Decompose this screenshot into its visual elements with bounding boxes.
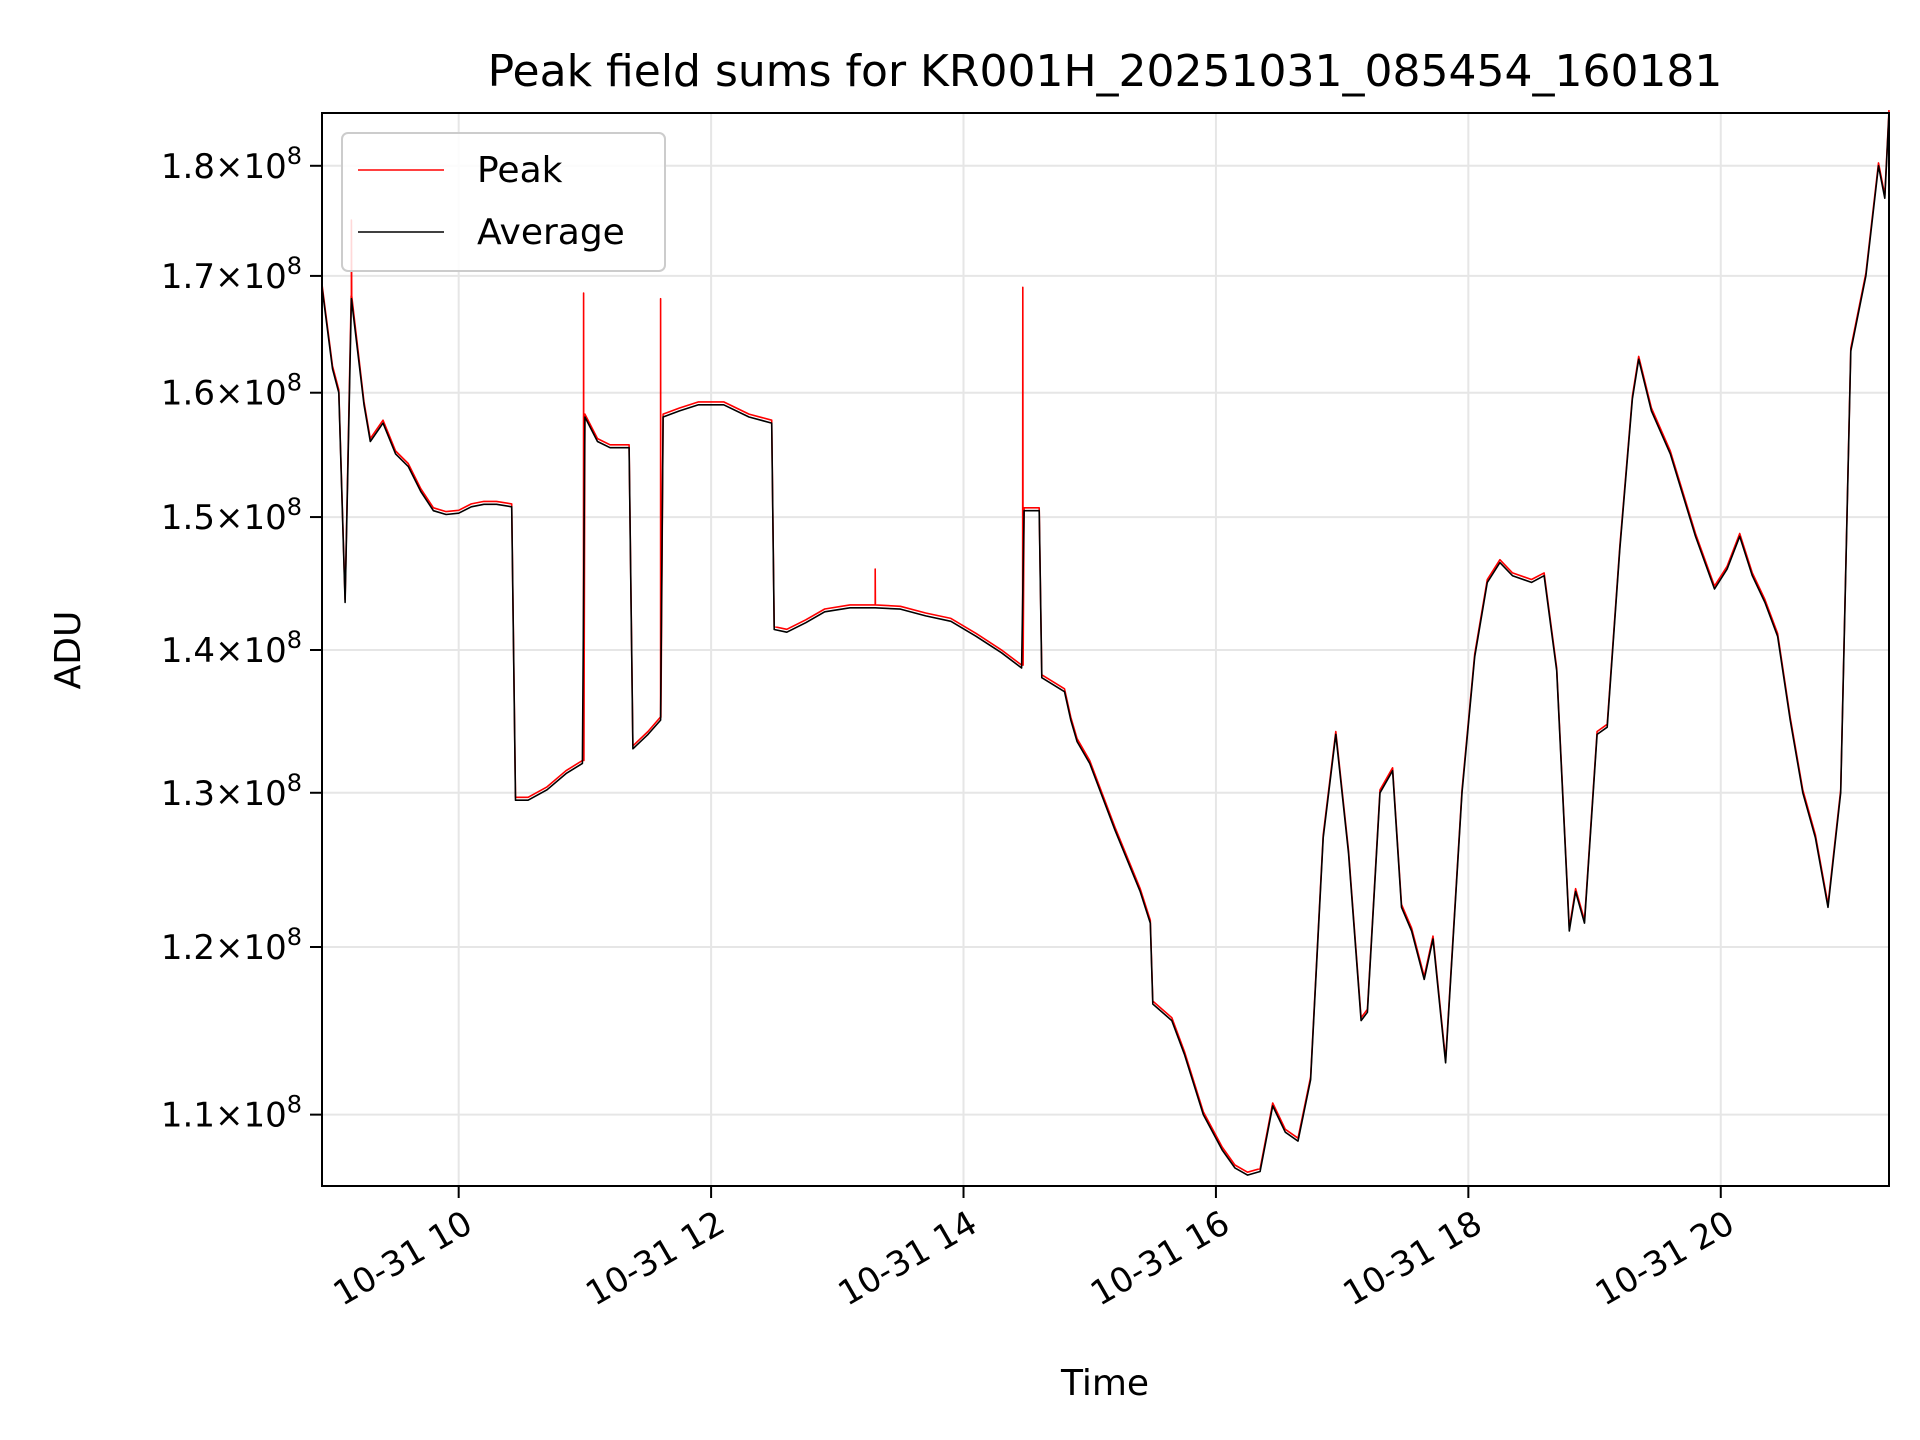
grid (322, 113, 1889, 1186)
y-tick-label: 1.1×108 (161, 1091, 302, 1136)
x-tick-label: 10-31 18 (1336, 1203, 1488, 1314)
chart-title: Peak field sums for KR001H_20251031_0854… (488, 46, 1723, 97)
x-tick-label: 10-31 14 (832, 1203, 984, 1314)
y-tick-label: 1.2×108 (161, 923, 302, 968)
x-tick-label: 10-31 10 (327, 1203, 479, 1314)
y-tick-label: 1.8×108 (161, 142, 302, 187)
plot-area (321, 110, 1890, 1176)
legend-box (341, 132, 666, 272)
x-axis: 10-31 10 10-31 12 10-31 14 10-31 16 10-31 18… (327, 1186, 1741, 1314)
x-tick-label: 10-31 20 (1589, 1203, 1741, 1314)
legend-label-peak: Peak (477, 150, 563, 191)
y-tick-label: 1.7×108 (161, 252, 302, 297)
y-tick-label: 1.3×108 (161, 769, 302, 814)
y-tick-label: 1.6×108 (161, 369, 302, 414)
x-axis-title: Time (1060, 1363, 1149, 1404)
y-axis: 1.1×108 1.2×108 1.3×108 1.4×108 1.5×108 1.6×1… (161, 142, 322, 1136)
y-tick-label: 1.5×108 (161, 493, 302, 538)
y-axis-title: ADU (48, 611, 89, 690)
x-tick-label: 10-31 12 (579, 1203, 731, 1314)
legend: Peak Average (341, 132, 666, 272)
x-tick-label: 10-31 16 (1084, 1203, 1236, 1314)
series-line-average (321, 112, 1890, 1176)
y-tick-label: 1.4×108 (161, 626, 302, 671)
legend-label-average: Average (477, 212, 625, 253)
